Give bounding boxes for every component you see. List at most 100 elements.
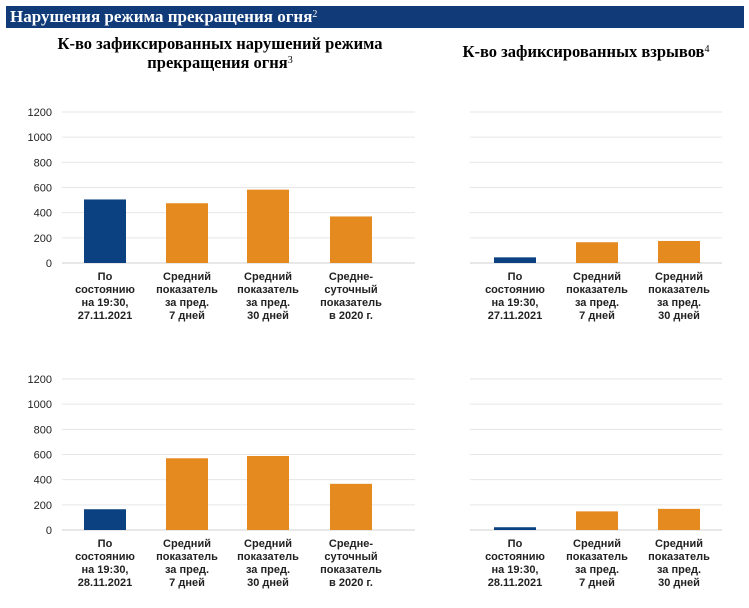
category-label-line: показатель <box>320 297 382 309</box>
category-label-line: 30 дней <box>247 310 289 322</box>
footnote-mark: 4 <box>704 44 710 55</box>
category-label: Средний показатель за пред. 30 дней <box>648 271 710 322</box>
category-label-line: Средний <box>244 271 292 283</box>
footnote-mark: 2 <box>312 9 318 20</box>
category-label-line: 30 дней <box>658 310 700 322</box>
category-label-line: 28.11.2021 <box>488 577 542 589</box>
y-tick-label: 1200 <box>28 374 52 386</box>
y-tick-label: 800 <box>34 424 52 436</box>
y-tick-label: 400 <box>34 475 52 487</box>
category-label: Средний показатель за пред. 7 дней <box>156 538 218 589</box>
category-label-line: 28.11.2021 <box>78 577 132 589</box>
category-label-line: Средний <box>163 271 211 283</box>
category-label: По состоянию на 19:30, 27.11.2021 <box>485 271 545 322</box>
category-label-line: По <box>98 271 113 283</box>
category-label-line: Средне- <box>329 271 374 283</box>
y-tick-label: 0 <box>46 258 52 270</box>
category-label-line: 7 дней <box>169 577 205 589</box>
category-label-line: за пред. <box>575 297 619 309</box>
category-label: Средний показатель за пред. 30 дней <box>237 271 299 322</box>
category-label: Средне-суточный показатель в 2020 г. <box>320 271 382 322</box>
category-label-line: По <box>508 271 523 283</box>
bar <box>247 189 289 263</box>
category-label-line: Средне- <box>329 538 374 550</box>
category-label-line: на 19:30, <box>81 297 128 309</box>
category-label-line: 30 дней <box>658 577 700 589</box>
footnote-mark: 3 <box>287 55 293 66</box>
category-label-line: суточный <box>324 551 377 563</box>
bar <box>84 509 126 530</box>
category-label-line: По <box>98 538 113 550</box>
category-label-line: за пред. <box>657 564 701 576</box>
category-label-line: за пред. <box>246 297 290 309</box>
category-label-line: за пред. <box>246 564 290 576</box>
category-label-line: 27.11.2021 <box>488 310 542 322</box>
category-label: Средний показатель за пред. 7 дней <box>566 271 628 322</box>
category-label-line: Средний <box>163 538 211 550</box>
category-label-line: Средний <box>573 271 621 283</box>
y-tick-label: 400 <box>34 208 52 220</box>
header-bar: Нарушения режима прекращения огня2 <box>6 6 744 28</box>
category-label-line: за пред. <box>657 297 701 309</box>
bar <box>166 458 208 530</box>
y-tick-label: 1000 <box>28 132 52 144</box>
category-label-line: показатель <box>237 284 299 296</box>
bar <box>84 199 126 263</box>
y-tick-label: 1200 <box>28 107 52 119</box>
category-label: По состоянию на 19:30, 27.11.2021 <box>75 271 135 322</box>
bar <box>576 511 618 530</box>
category-label-line: 7 дней <box>579 577 615 589</box>
category-label-line: состоянию <box>75 551 135 563</box>
category-label-line: на 19:30, <box>81 564 128 576</box>
category-label-line: показатель <box>648 551 710 563</box>
category-label-line: Средний <box>573 538 621 550</box>
category-label-line: в 2020 г. <box>329 577 373 589</box>
bar <box>658 240 700 263</box>
bar <box>330 216 372 263</box>
category-label-line: показатель <box>320 564 382 576</box>
category-label-line: состоянию <box>485 284 545 296</box>
category-label: По состоянию на 19:30, 28.11.2021 <box>485 538 545 589</box>
category-label-line: состоянию <box>485 551 545 563</box>
category-label-line: 27.11.2021 <box>78 310 132 322</box>
category-label: Средний показатель за пред. 30 дней <box>237 538 299 589</box>
category-label-line: показатель <box>566 551 628 563</box>
y-tick-label: 200 <box>34 233 52 245</box>
bar <box>166 203 208 263</box>
category-label-line: на 19:30, <box>491 564 538 576</box>
y-tick-label: 200 <box>34 500 52 512</box>
category-label-line: на 19:30, <box>491 297 538 309</box>
category-label-line: Средний <box>655 271 703 283</box>
category-label-line: за пред. <box>575 564 619 576</box>
bar <box>330 483 372 530</box>
bar <box>576 242 618 263</box>
category-label: По состоянию на 19:30, 28.11.2021 <box>75 538 135 589</box>
category-label: Средний показатель за пред. 7 дней <box>566 538 628 589</box>
category-label: Средне-суточный показатель в 2020 г. <box>320 538 382 589</box>
left-panel-title: К-во зафиксированных нарушений режима пр… <box>57 34 383 72</box>
category-label-line: состоянию <box>75 284 135 296</box>
category-label-line: за пред. <box>165 297 209 309</box>
category-label-line: Средний <box>655 538 703 550</box>
category-label-line: Средний <box>244 538 292 550</box>
right-panel-title: К-во зафиксированных взрывов4 <box>462 42 710 61</box>
y-tick-label: 800 <box>34 157 52 169</box>
category-label-line: 30 дней <box>247 577 289 589</box>
category-label-line: показатель <box>156 551 218 563</box>
category-label: Средний показатель за пред. 7 дней <box>156 271 218 322</box>
category-label-line: показатель <box>648 284 710 296</box>
y-tick-label: 0 <box>46 525 52 537</box>
bar <box>494 257 536 263</box>
y-tick-label: 600 <box>34 183 52 195</box>
category-label: Средний показатель за пред. 30 дней <box>648 538 710 589</box>
category-label-line: показатель <box>566 284 628 296</box>
category-label-line: показатель <box>156 284 218 296</box>
y-tick-label: 600 <box>34 450 52 462</box>
category-label-line: за пред. <box>165 564 209 576</box>
bar <box>494 527 536 530</box>
category-label-line: 7 дней <box>579 310 615 322</box>
page-title: Нарушения режима прекращения огня2 <box>10 7 318 26</box>
category-label-line: показатель <box>237 551 299 563</box>
bar <box>658 508 700 530</box>
